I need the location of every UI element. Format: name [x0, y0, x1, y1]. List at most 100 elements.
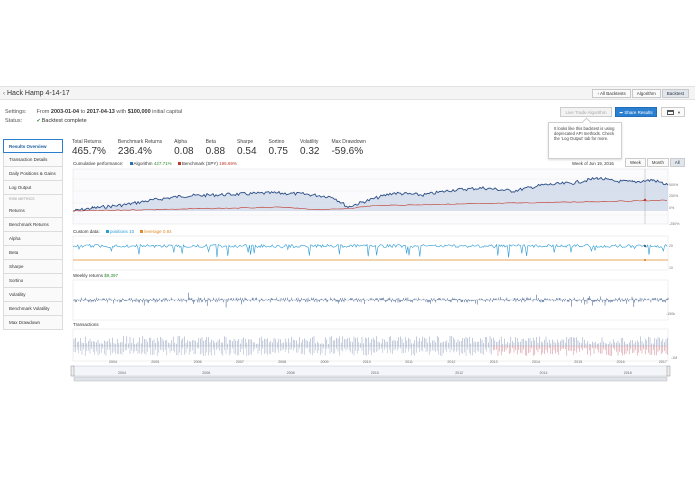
algorithm-line — [73, 176, 669, 212]
week-of-label: Week of Jun 19, 2016 — [572, 161, 614, 166]
leverage-swatch — [140, 230, 144, 233]
navigator-tick-label: 2016 — [623, 371, 632, 375]
sidebar-item-transaction-details[interactable]: Transaction Details — [3, 153, 63, 167]
metrics-row: Total Returns 465.7% Benchmark Returns 236… — [72, 139, 378, 157]
navigator-axis: 2004 2006 2008 2010 2012 2014 2016 — [73, 371, 680, 377]
leverage-marker — [643, 258, 647, 262]
status-value: Backtest complete — [41, 118, 87, 124]
sidebar-item-beta[interactable]: Beta — [3, 246, 63, 260]
weekly-returns-legend: Weekly returns $9,397 — [73, 273, 118, 278]
positions-swatch — [106, 230, 110, 233]
x-tick-label: 2012 — [447, 360, 456, 364]
perf-ylabel-neg250: -250% — [669, 222, 680, 226]
custom-plot-area — [72, 235, 669, 271]
custom-data-legend: Custom data: positions 10 leverage 0.84 — [73, 229, 172, 234]
legend-algorithm[interactable]: Algorithm — [133, 161, 153, 166]
metric-alpha: Alpha 0.08 — [174, 139, 194, 157]
custom-ylabel-20: 20 — [669, 244, 673, 248]
risk-metrics-header: RISK METRICS — [3, 195, 63, 204]
live-trade-button[interactable]: Live Trade Algorithm — [560, 107, 612, 117]
calendar-icon — [667, 110, 674, 115]
navigator-tick-label: 2008 — [286, 371, 295, 375]
chevron-left-icon: ‹ — [3, 91, 5, 97]
chevron-left-icon: ‹ — [597, 91, 600, 96]
benchmark-marker — [643, 198, 647, 202]
x-tick-label: 2014 — [532, 360, 540, 364]
sidebar-item-log-output[interactable]: Log Output — [3, 181, 63, 195]
sidebar-item-benchmark-returns[interactable]: Benchmark Returns — [3, 218, 63, 232]
top-bar: ‹ Hack Hamp 4-14-17 ‹ All Backtests Algor… — [0, 86, 695, 100]
custom-data-chart[interactable] — [72, 235, 680, 271]
positions-line — [72, 243, 668, 258]
tx-ylabel: -1M — [671, 356, 678, 360]
sidebar-item-alpha[interactable]: Alpha — [3, 232, 63, 246]
sidebar-item-max-drawdown[interactable]: Max Drawdown — [3, 316, 63, 330]
sidebar-item-sharpe[interactable]: Sharpe — [3, 260, 63, 274]
range-all-button[interactable]: All — [669, 158, 685, 167]
range-navigator[interactable] — [70, 365, 680, 382]
metric-sharpe: Sharpe 0.54 — [237, 139, 257, 157]
sidebar-item-benchmark-volatility[interactable]: Benchmark Volatility — [3, 302, 63, 316]
range-selector: Week Month All — [624, 158, 685, 167]
metric-max-drawdown: Max Drawdown -59.6% — [331, 139, 366, 157]
x-tick-label: 2010 — [362, 360, 371, 364]
performance-chart[interactable] — [72, 168, 680, 225]
page-title: ‹ Hack Hamp 4-14-17 — [3, 90, 70, 97]
x-tick-label: 2006 — [193, 360, 202, 364]
benchmark-line — [72, 199, 668, 212]
perf-ylabel-0: 0% — [669, 206, 675, 210]
metric-sortino: Sortino 0.75 — [268, 139, 288, 157]
sidebar-item-volatility[interactable]: Volatility — [3, 288, 63, 302]
range-week-button[interactable]: Week — [625, 158, 646, 167]
x-tick-label: 2005 — [151, 360, 160, 364]
share-results-button[interactable]: ➦ Share Results — [615, 107, 657, 117]
metric-total-returns: Total Returns 465.7% — [72, 139, 106, 157]
x-tick-label: 2011 — [405, 360, 413, 364]
x-tick-label: 2007 — [235, 360, 244, 364]
benchmark-swatch — [177, 162, 181, 165]
navigator-tick-label: 2006 — [202, 371, 211, 375]
x-axis: 2004 2005 2006 2007 2008 2009 2010 2011 2012 2013… — [73, 360, 680, 366]
chevron-down-icon: ▼ — [677, 110, 681, 115]
check-icon: ✔ — [36, 118, 41, 124]
x-tick-label: 2016 — [616, 360, 625, 364]
x-tick-label: 2009 — [320, 360, 329, 364]
share-icon: ➦ — [619, 110, 625, 115]
sidebar-item-results-overview[interactable]: Results Overview — [3, 139, 63, 153]
algorithm-button[interactable]: Algorithm — [631, 89, 661, 98]
x-tick-label: 2017 — [658, 360, 667, 364]
metric-volatility: Volatility 0.32 — [299, 139, 320, 157]
navigator-left-handle — [70, 365, 75, 377]
calendar-dropdown-button[interactable]: ▼ — [661, 107, 685, 117]
sidebar-item-returns[interactable]: Returns — [3, 204, 63, 218]
transactions-legend: Transactions — [73, 322, 99, 327]
navigator-scrollbar — [73, 376, 668, 382]
weekly-ylabel: -150k — [666, 312, 675, 316]
custom-ylabel-10: 10 — [669, 266, 673, 270]
settings-line: Settings: From 2003-01-04 to 2017-04-13 … — [5, 109, 183, 115]
perf-ylabel-250: 250% — [669, 194, 679, 198]
breadcrumb: ‹ All Backtests Algorithm Backtest — [591, 89, 689, 98]
perf-ylabel-500: 500% — [669, 183, 679, 187]
deprecation-tooltip: It looks like this backtest is using dep… — [548, 122, 622, 159]
status-line: Status: ✔Backtest complete — [5, 118, 87, 124]
navigator-tick-label: 2010 — [370, 371, 379, 375]
sidebar: Results Overview Transaction Details Dai… — [3, 139, 63, 330]
weekly-returns-chart[interactable] — [72, 279, 680, 321]
x-tick-label: 2013 — [489, 360, 498, 364]
navigator-right-handle — [666, 365, 671, 377]
algorithm-swatch — [129, 162, 133, 165]
x-tick-label: 2015 — [574, 360, 583, 364]
metric-beta: Beta 0.88 — [205, 139, 226, 157]
navigator-tick-label: 2004 — [118, 371, 126, 375]
navigator-tick-label: 2012 — [455, 371, 464, 375]
range-month-button[interactable]: Month — [646, 158, 669, 167]
all-backtests-button[interactable]: ‹ All Backtests — [592, 89, 631, 98]
sidebar-item-sortino[interactable]: Sortino — [3, 274, 63, 288]
legend-benchmark[interactable]: Benchmark (SPY) — [181, 161, 218, 166]
performance-legend: Cumulative performance: Algorithm 427.71… — [73, 161, 237, 166]
transactions-chart[interactable] — [72, 328, 680, 362]
backtest-button[interactable]: Backtest — [661, 89, 689, 98]
sidebar-item-daily-positions[interactable]: Daily Positions & Gains — [3, 167, 63, 181]
x-tick-label: 2004 — [109, 360, 117, 364]
